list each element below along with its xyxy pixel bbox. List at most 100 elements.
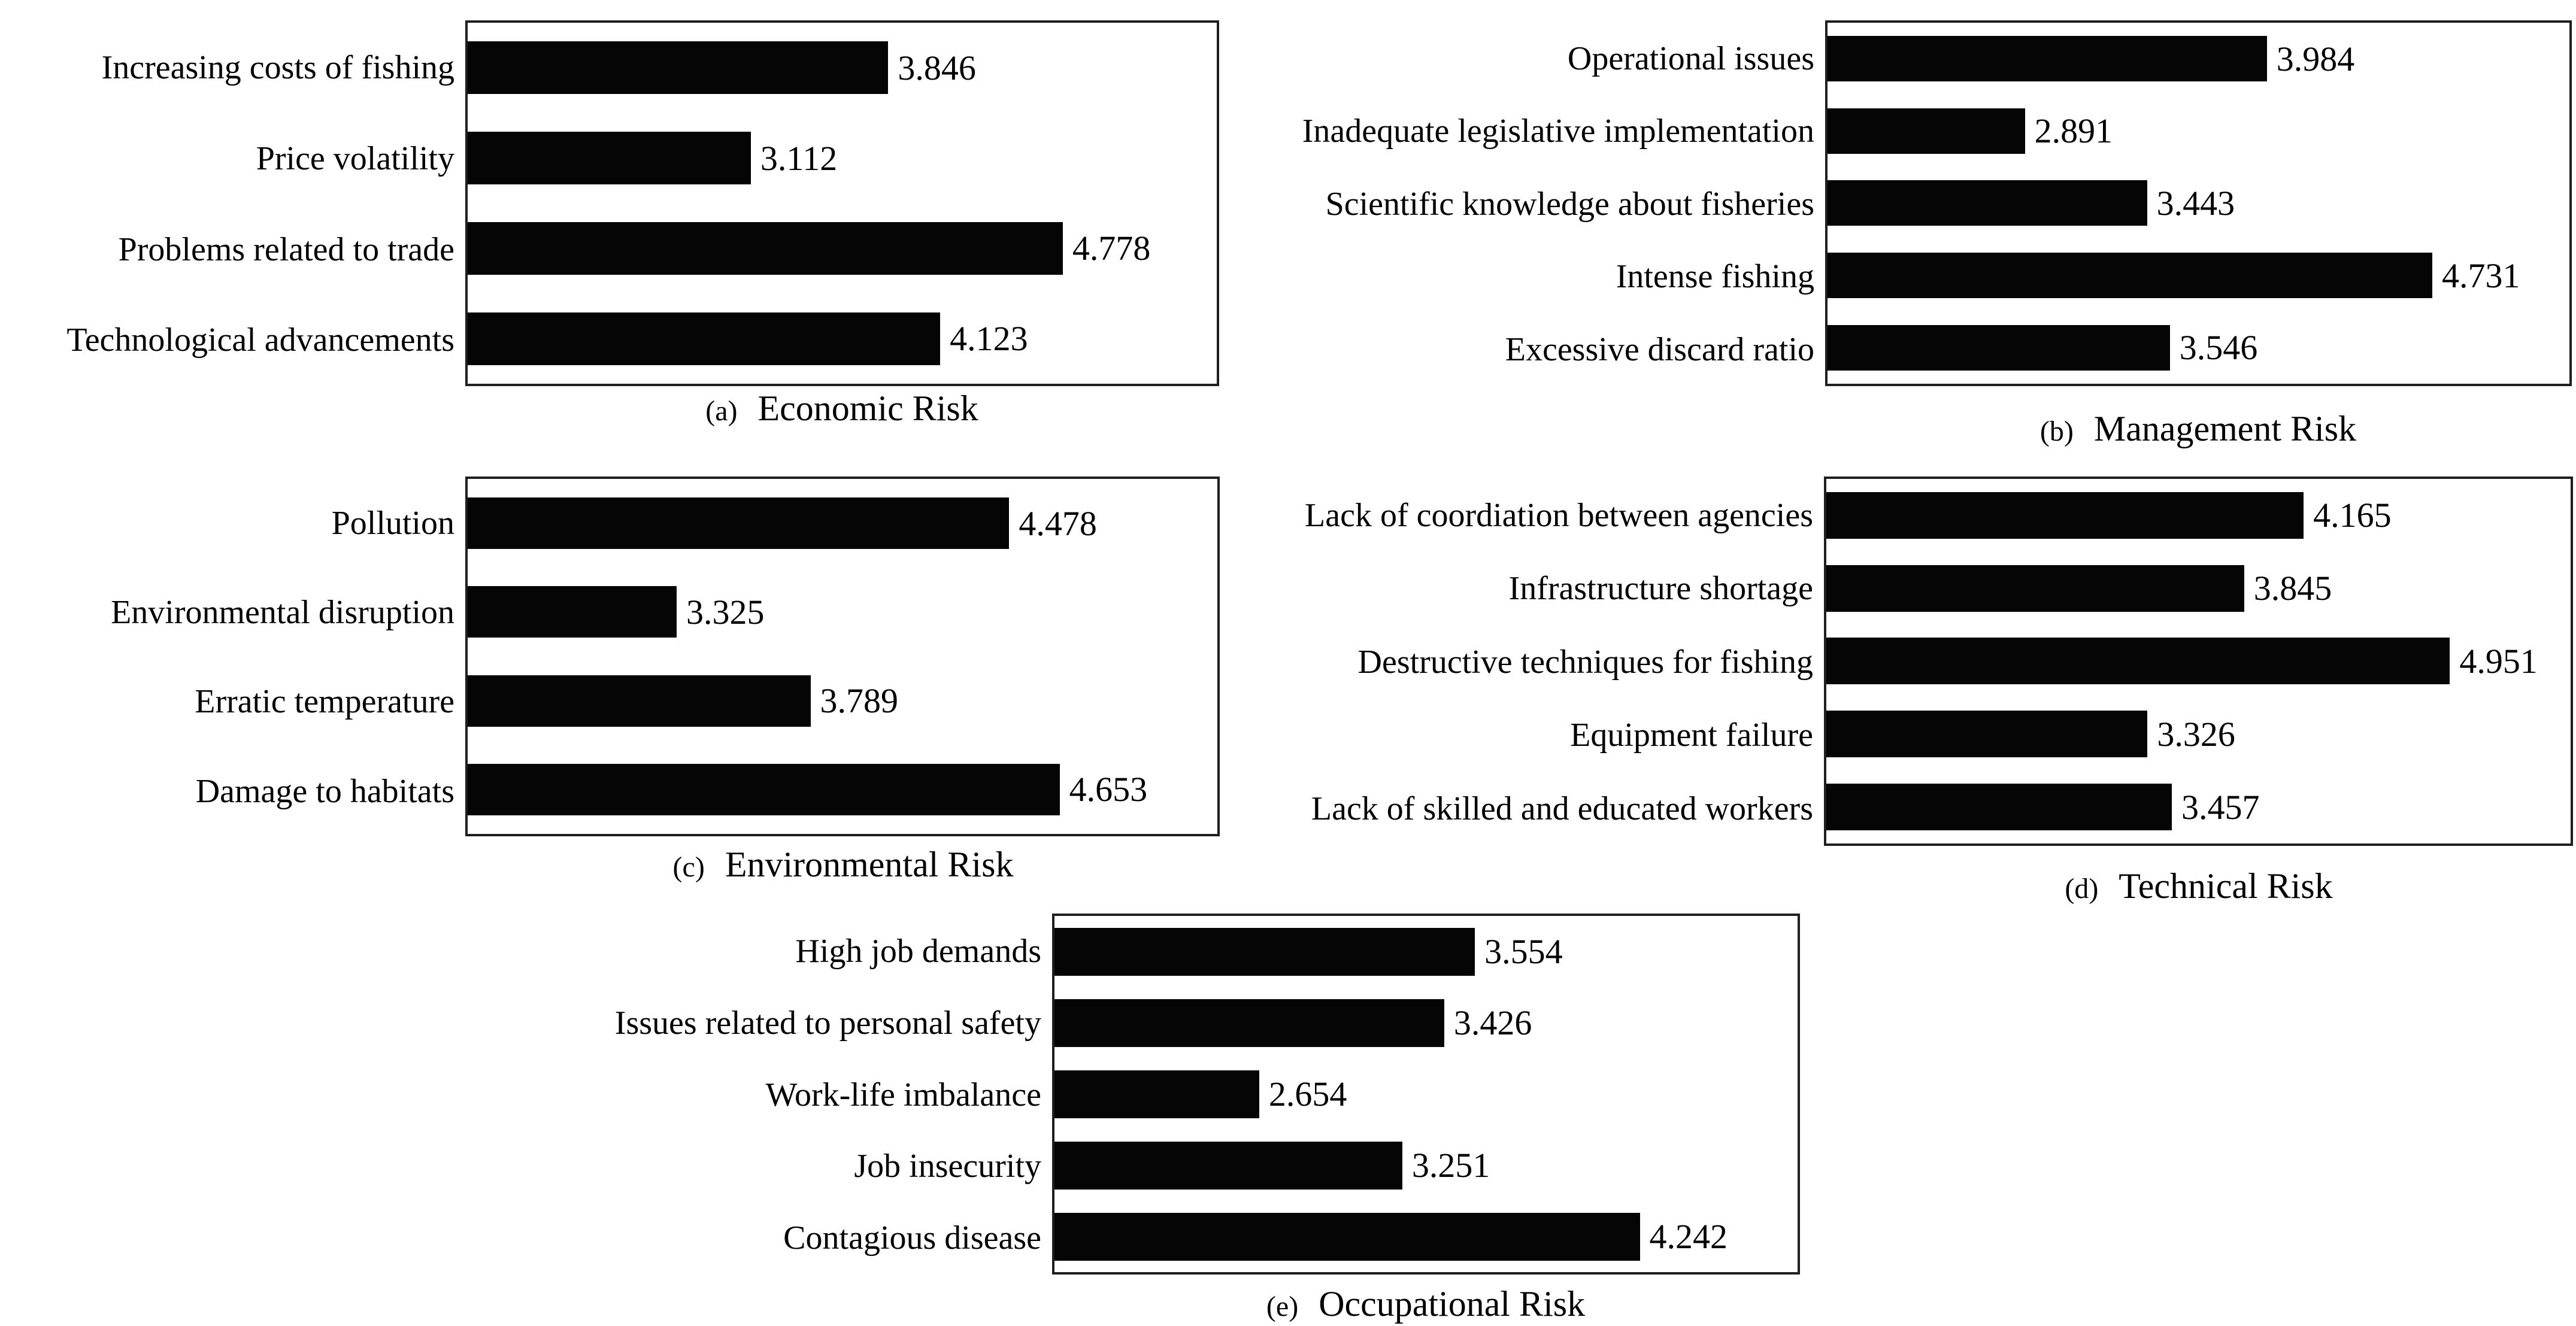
bar-row: 3.326 — [1826, 697, 2571, 770]
bar-row: 4.165 — [1826, 479, 2571, 552]
category-label: Lack of coordiation between agencies — [1305, 496, 1813, 534]
bar — [468, 221, 1063, 275]
value-label: 3.251 — [1411, 1146, 1490, 1185]
category-slot: Issues related to personal safety — [557, 988, 1052, 1060]
category-label: Destructive techniques for fishing — [1357, 643, 1813, 681]
bar-row: 3.443 — [1828, 167, 2569, 239]
bar-row: 2.654 — [1054, 1058, 1798, 1130]
bar-row: 3.325 — [468, 568, 1217, 656]
category-slot: High job demands — [557, 916, 1052, 988]
plot-area: 3.554 3.426 2.654 3.251 4.242 — [1052, 914, 1800, 1275]
plot-area: 3.846 3.112 4.778 4.123 — [465, 20, 1219, 386]
category-label: Increasing costs of fishing — [101, 49, 454, 87]
bar-row: 3.426 — [1054, 987, 1798, 1058]
category-axis: Operational issues Inadequate legislativ… — [1222, 20, 1825, 386]
category-axis: Increasing costs of fishing Price volati… — [12, 20, 465, 386]
category-slot: Infrastructure shortage — [1222, 553, 1824, 626]
caption-occupational-risk: (e) Occupational Risk — [1266, 1283, 1585, 1325]
bar-row: 3.546 — [1828, 311, 2569, 384]
value-label: 3.845 — [2253, 569, 2332, 608]
value-label: 3.426 — [1453, 1003, 1532, 1042]
bar-row: 3.984 — [1828, 23, 2569, 95]
bar — [468, 312, 941, 365]
category-label: Equipment failure — [1570, 717, 1813, 754]
category-slot: Work-life imbalance — [557, 1060, 1052, 1131]
value-label: 3.789 — [820, 681, 899, 721]
bar — [1826, 491, 2304, 539]
caption-environmental-risk: (c) Environmental Risk — [673, 844, 1014, 885]
bar — [1054, 927, 1475, 976]
category-label: Erratic temperature — [195, 683, 454, 721]
caption-index: (e) — [1266, 1291, 1299, 1322]
category-slot: Operational issues — [1222, 23, 1825, 95]
category-slot: Lack of coordiation between agencies — [1222, 479, 1824, 553]
category-label: Inadequate legislative implementation — [1302, 113, 1814, 150]
category-slot: Scientific knowledge about fisheries — [1222, 168, 1825, 241]
value-label: 4.951 — [2459, 641, 2538, 681]
bar-row: 3.789 — [468, 657, 1217, 745]
bar — [1826, 711, 2148, 758]
bar — [1826, 784, 2172, 831]
bar — [468, 586, 677, 638]
category-label: Intense fishing — [1616, 258, 1814, 296]
bar — [468, 763, 1060, 815]
category-slot: Inadequate legislative implementation — [1222, 95, 1825, 168]
bar-row: 4.778 — [468, 204, 1217, 294]
category-label: Issues related to personal safety — [614, 1004, 1041, 1042]
value-label: 4.165 — [2313, 496, 2392, 535]
bar — [468, 132, 751, 185]
plot-area: 3.984 2.891 3.443 4.731 3.546 — [1825, 20, 2572, 386]
value-label: 3.846 — [898, 48, 976, 87]
caption-technical-risk: (d) Technical Risk — [2065, 866, 2332, 907]
category-slot: Technological advancements — [12, 295, 465, 386]
category-label: Excessive discard ratio — [1505, 330, 1814, 368]
category-slot: Increasing costs of fishing — [12, 23, 465, 114]
value-label: 3.984 — [2276, 39, 2355, 78]
value-label: 2.654 — [1268, 1075, 1347, 1113]
caption-title: Management Risk — [2093, 409, 2357, 448]
value-label: 3.546 — [2179, 328, 2258, 368]
bar — [1826, 638, 2450, 685]
bar — [1828, 36, 2267, 82]
bar — [1826, 565, 2244, 612]
bar-row: 4.478 — [468, 479, 1217, 568]
bar-row: 3.112 — [468, 113, 1217, 204]
bar-row: 4.242 — [1054, 1201, 1798, 1272]
bar — [1054, 1070, 1259, 1118]
category-slot: Pollution — [12, 479, 465, 568]
category-axis: Pollution Environmental disruption Errat… — [12, 477, 465, 836]
category-label: Contagious disease — [783, 1219, 1041, 1257]
caption-economic-risk: (a) Economic Risk — [705, 388, 978, 429]
bar-row: 4.731 — [1828, 239, 2569, 312]
value-label: 2.891 — [2034, 111, 2113, 151]
bar — [1828, 324, 2170, 371]
category-slot: Excessive discard ratio — [1222, 314, 1825, 386]
value-label: 3.112 — [760, 138, 838, 178]
bar-row: 4.951 — [1826, 625, 2571, 698]
category-label: Damage to habitats — [195, 772, 454, 810]
category-label: Environmental disruption — [111, 594, 454, 632]
economic-risk-chart: Increasing costs of fishing Price volati… — [12, 20, 1219, 386]
category-slot: Intense fishing — [1222, 241, 1825, 313]
category-label: High job demands — [795, 933, 1041, 970]
category-slot: Environmental disruption — [12, 568, 465, 657]
caption-title: Economic Risk — [757, 389, 978, 428]
category-label: Infrastructure shortage — [1508, 570, 1813, 608]
category-label: Lack of skilled and educated workers — [1311, 790, 1813, 827]
value-label: 4.731 — [2442, 256, 2520, 295]
category-slot: Damage to habitats — [12, 747, 465, 836]
bar-row: 4.123 — [468, 293, 1217, 384]
value-label: 4.478 — [1019, 503, 1097, 543]
bar — [468, 675, 811, 727]
bar — [468, 41, 889, 95]
category-axis: Lack of coordiation between agencies Inf… — [1222, 477, 1824, 846]
category-label: Technological advancements — [66, 321, 454, 359]
bar — [468, 497, 1010, 550]
category-label: Pollution — [331, 504, 454, 542]
bar — [1828, 253, 2433, 299]
caption-title: Technical Risk — [2119, 866, 2333, 906]
category-slot: Problems related to trade — [12, 205, 465, 296]
value-label: 3.457 — [2181, 787, 2260, 827]
value-label: 4.778 — [1072, 229, 1151, 268]
bar-row: 2.891 — [1828, 95, 2569, 168]
